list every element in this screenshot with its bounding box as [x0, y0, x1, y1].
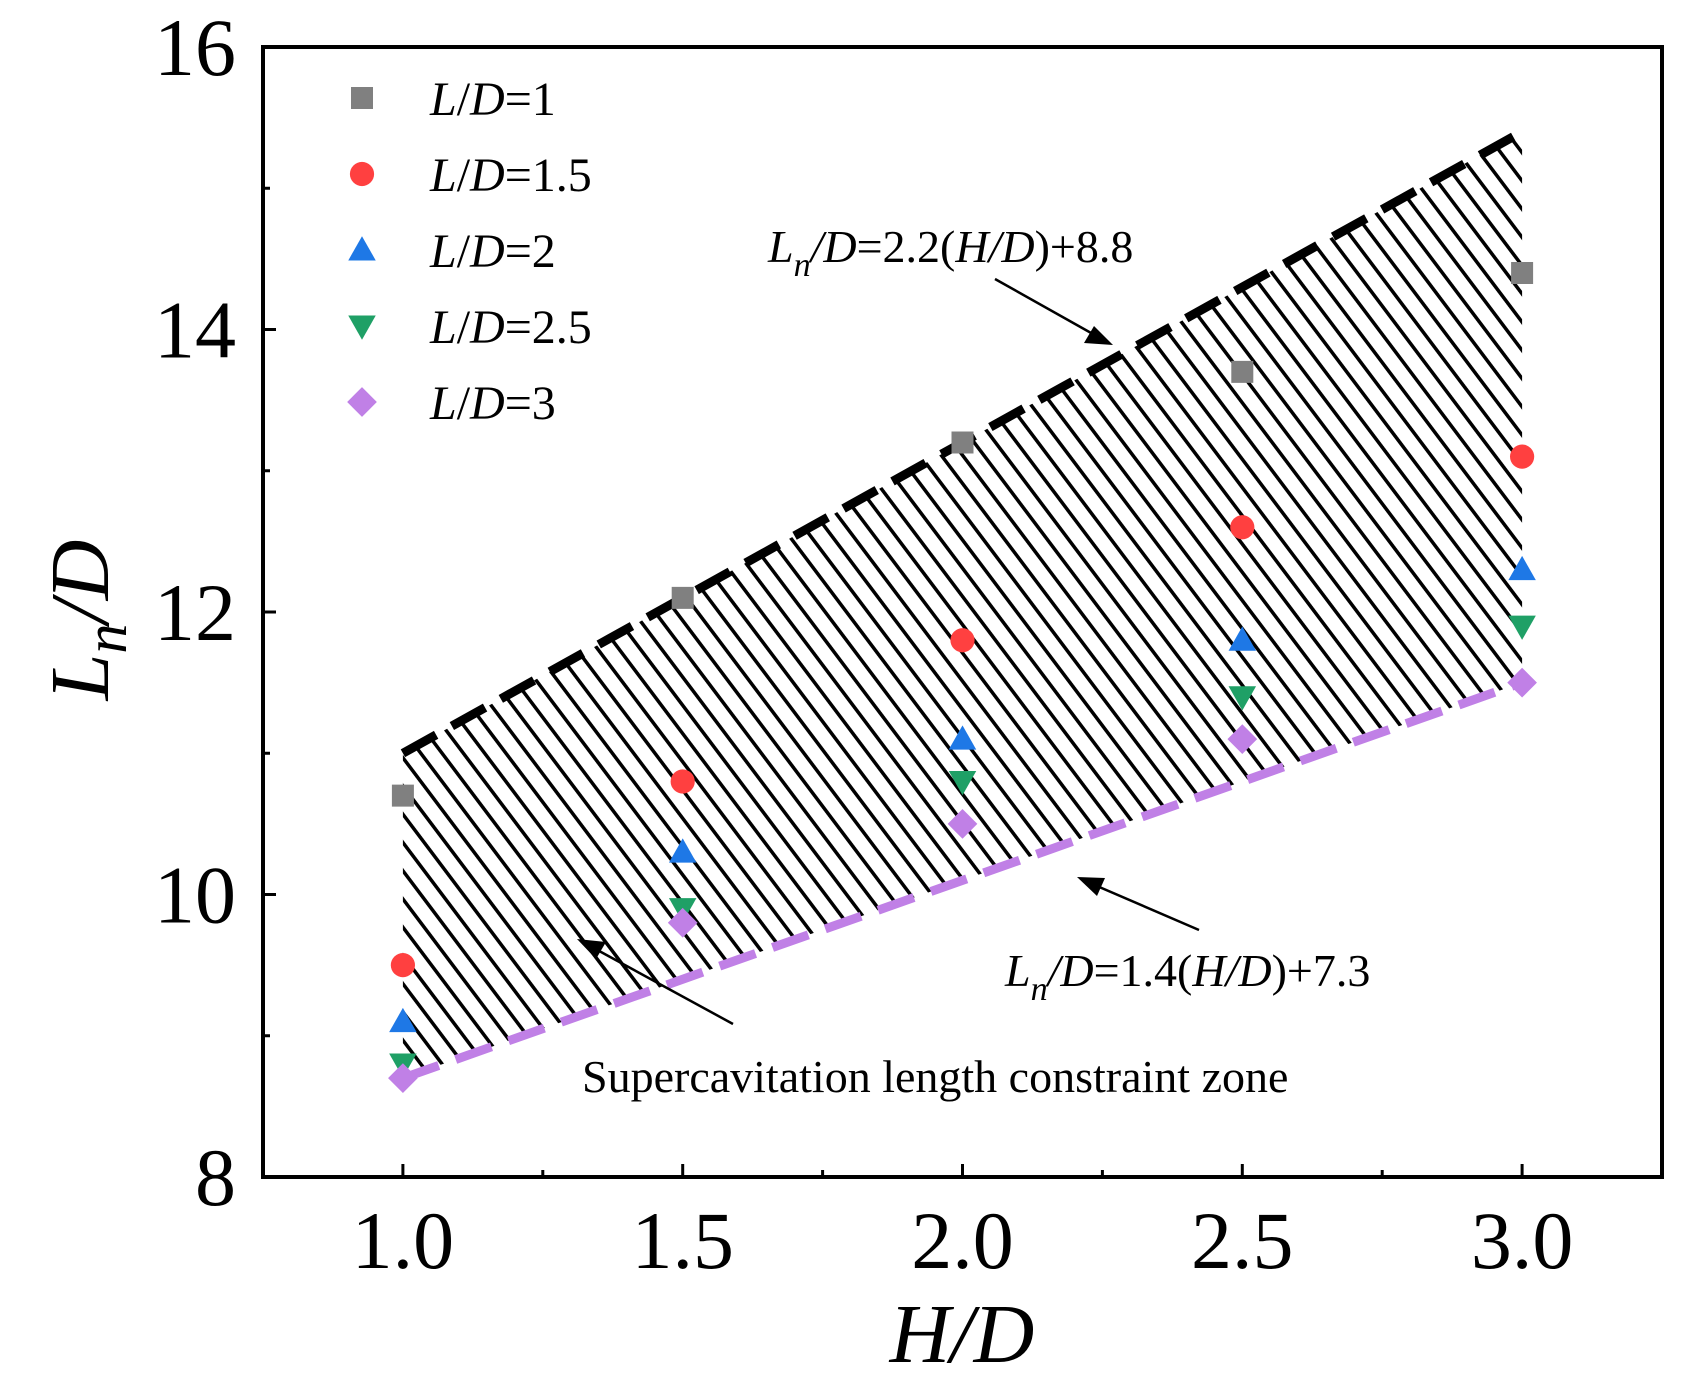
legend-marker — [347, 387, 377, 417]
x-tick-label: 1.0 — [352, 1195, 455, 1286]
y-tick-label: 12 — [154, 567, 236, 658]
y-tick-labels: 8 10 12 14 16 — [154, 2, 236, 1223]
y-tick-label: 8 — [195, 1132, 236, 1223]
y-title-l: L — [34, 654, 127, 702]
y-title-sub: n — [73, 624, 139, 654]
x-tick-label: 1.5 — [631, 1195, 734, 1286]
legend-item: L/D=1 — [351, 73, 556, 126]
data-point-series-5 — [1227, 724, 1258, 754]
y-tick-label: 14 — [154, 285, 236, 376]
lower-annotation-arrowhead — [1077, 877, 1105, 896]
upper-line-annotation: Ln/D=2.2(H/D)+8.8 — [767, 221, 1133, 345]
data-point-series-1 — [951, 431, 974, 454]
data-point-series-2 — [390, 953, 415, 978]
data-point-series-1 — [391, 784, 414, 807]
y-tick-label: 16 — [154, 2, 236, 93]
data-point-series-2 — [1230, 515, 1255, 540]
lower-fit-line — [401, 678, 1524, 1083]
data-points — [388, 262, 1537, 1093]
legend-label: L/D=2 — [429, 225, 556, 278]
data-point-series-4 — [948, 771, 977, 796]
svg-text:Ln/D: Ln/D — [34, 540, 139, 702]
legend-item: L/D=1.5 — [349, 149, 592, 202]
x-tick-labels: 1.0 1.5 2.0 2.5 3.0 — [352, 1195, 1574, 1286]
data-point-series-4 — [1228, 686, 1257, 711]
data-point-series-3 — [389, 1007, 417, 1033]
data-point-series-3 — [948, 725, 977, 750]
data-point-series-3 — [668, 838, 697, 863]
legend: L/D=1 L/D=1.5 L/D=2 L/D=2.5 L/D=3 — [347, 73, 592, 430]
data-point-series-2 — [670, 769, 695, 794]
legend-label: L/D=1.5 — [429, 149, 592, 202]
data-point-series-1 — [1511, 262, 1534, 284]
data-point-series-3 — [1508, 555, 1536, 581]
data-point-series-3 — [1228, 626, 1257, 651]
upper-annotation-arrowhead — [1084, 326, 1113, 345]
lower-annotation-arrow — [1089, 881, 1200, 932]
lower-line-annotation: Ln/D=1.4(H/D)+7.3 — [1004, 877, 1370, 1008]
data-point-series-5 — [947, 809, 978, 839]
x-axis-title: H/D — [889, 1288, 1035, 1373]
data-point-series-5 — [1507, 667, 1537, 698]
legend-item: L/D=2 — [348, 225, 556, 278]
x-tick-label: 2.0 — [911, 1195, 1014, 1286]
y-title-rest: /D — [34, 540, 127, 628]
zone-annotation: Supercavitation length constraint zone — [577, 939, 1288, 1102]
upper-annotation-arrow — [994, 277, 1101, 340]
zone-annotation-arrow — [589, 944, 734, 1026]
data-point-series-1 — [671, 586, 694, 609]
x-tick-label: 2.5 — [1191, 1195, 1294, 1286]
zone-annotation-arrowhead — [577, 939, 606, 959]
data-point-series-2 — [950, 628, 975, 653]
axis-ticks — [263, 45, 1524, 1179]
y-axis-title: Ln/D — [34, 540, 139, 702]
legend-marker — [348, 315, 376, 340]
legend-label: L/D=1 — [429, 73, 556, 126]
data-point-series-4 — [1508, 615, 1536, 640]
svg-text:Ln/D=1.4(H/D)+7.3: Ln/D=1.4(H/D)+7.3 — [1004, 945, 1370, 1008]
data-point-series-1 — [1231, 360, 1254, 383]
legend-item: L/D=3 — [347, 377, 556, 430]
data-point-series-2 — [1510, 444, 1535, 469]
y-tick-label: 10 — [154, 850, 236, 941]
svg-text:Ln/D=2.2(H/D)+8.8: Ln/D=2.2(H/D)+8.8 — [767, 221, 1133, 284]
constraint-zone — [402, 131, 1523, 1079]
legend-item: L/D=2.5 — [348, 301, 592, 354]
data-point-series-5 — [388, 1063, 418, 1093]
x-tick-label: 3.0 — [1471, 1195, 1574, 1286]
data-point-series-5 — [667, 907, 698, 938]
legend-marker — [348, 236, 376, 261]
constraint-zone-hatch — [402, 131, 1523, 1079]
zone-annotation-label: Supercavitation length constraint zone — [582, 1051, 1288, 1102]
legend-marker — [349, 161, 375, 187]
legend-label: L/D=2.5 — [429, 301, 592, 354]
legend-label: L/D=3 — [429, 377, 556, 430]
legend-marker — [351, 87, 373, 109]
